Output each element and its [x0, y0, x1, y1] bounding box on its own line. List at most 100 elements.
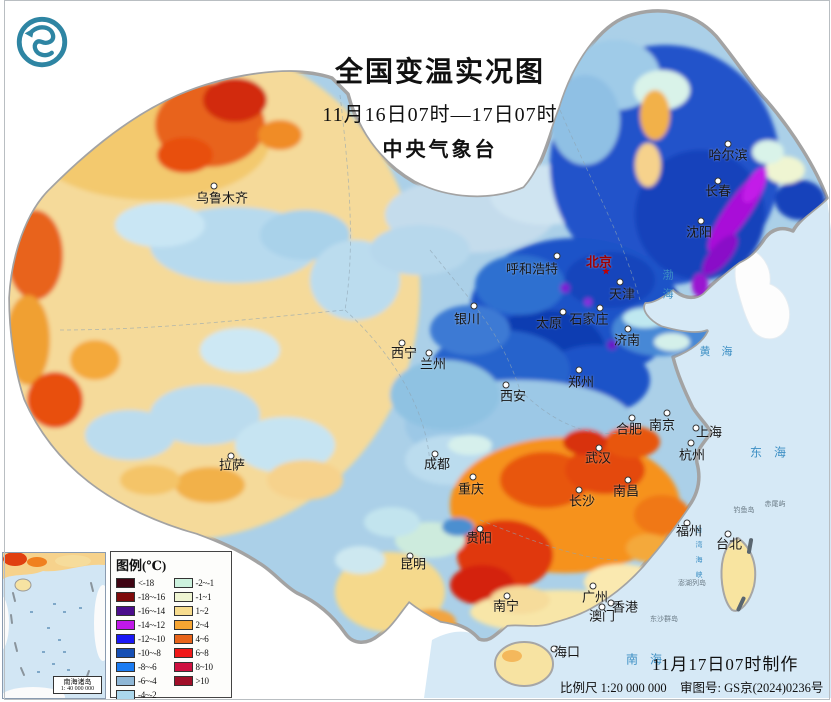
city-marker [575, 486, 583, 494]
legend-label: 2~4 [195, 619, 209, 630]
hainan-island [494, 641, 554, 687]
city-label: 成都 [423, 456, 451, 472]
legend-label: -14~-12 [138, 619, 165, 630]
city-label: 沈阳 [685, 224, 713, 240]
city-marker [502, 381, 510, 389]
city-label: 武汉 [584, 450, 612, 466]
inset-scale: 1: 40 000 000 [60, 686, 95, 693]
city-marker [431, 450, 439, 458]
sea-label: 台湾海峡 [695, 526, 703, 586]
time-range: 11月16日07时—17日07时 [322, 104, 558, 126]
capital-star-marker: ★ [601, 266, 611, 278]
city-marker [683, 519, 691, 527]
legend-swatch [116, 647, 135, 658]
legend: 图例(℃) <-18 -18~-16 -16~-14 -14~-12 -12~-10 -1… [110, 551, 232, 701]
legend-label: <-18 [138, 577, 154, 588]
legend-row: -8~-6 [116, 660, 170, 673]
taiwan-island [720, 536, 757, 612]
legend-swatch [116, 605, 135, 616]
city-marker [692, 424, 700, 432]
city-marker [595, 444, 603, 452]
legend-swatch [116, 591, 135, 602]
city-marker [210, 182, 218, 190]
legend-label: 1~2 [195, 605, 209, 616]
cma-logo-icon [16, 16, 68, 68]
legend-row: -2~-1 [173, 576, 228, 589]
city-marker [470, 302, 478, 310]
city-label: 昆明 [399, 556, 427, 572]
city-marker [589, 582, 597, 590]
legend-swatch [173, 577, 193, 588]
city-marker [697, 217, 705, 225]
city-label: 长春 [704, 183, 732, 199]
legend-row: -18~-16 [116, 590, 170, 603]
legend-label: -18~-16 [138, 591, 165, 602]
inset-title: 南海诸岛 [63, 678, 92, 686]
legend-label: -4~-2 [138, 689, 157, 700]
city-label: 合肥 [615, 421, 643, 437]
city-marker [687, 439, 695, 447]
city-label: 北京 [585, 254, 613, 270]
inset-caption-box: 南海诸岛 1: 40 000 000 [53, 676, 102, 694]
legend-row: <-18 [116, 576, 170, 589]
legend-label: -12~-10 [138, 633, 165, 644]
city-label: 澳门 [588, 608, 616, 624]
city-label: 西安 [499, 388, 527, 404]
city-marker [503, 592, 511, 600]
legend-row: 8~10 [173, 660, 228, 673]
agency-name: 中央气象台 [382, 139, 498, 161]
legend-row: -6~-4 [116, 674, 170, 687]
legend-row: 6~8 [173, 646, 228, 659]
sea-label: 东 海 [749, 445, 787, 460]
island-label: 赤尾屿 [764, 500, 786, 508]
city-label: 南宁 [492, 598, 520, 614]
city-marker [425, 349, 433, 357]
legend-row: -16~-14 [116, 604, 170, 617]
legend-row: 2~4 [173, 618, 228, 631]
legend-swatch [173, 605, 193, 616]
city-label: 广州 [581, 589, 609, 605]
legend-swatch [116, 619, 135, 630]
city-label: 郑州 [567, 374, 595, 390]
legend-label: -6~-4 [138, 675, 157, 686]
city-label: 上海 [695, 424, 723, 440]
cma-logo [16, 16, 68, 68]
page-title: 全国变温实况图 [334, 56, 545, 87]
city-marker [607, 599, 615, 607]
island-label: 澎湖列岛 [678, 579, 706, 587]
city-label: 南京 [648, 417, 676, 433]
map-scale-label: 比例尺 1:20 000 000 [560, 681, 667, 695]
city-marker [663, 409, 671, 417]
title-block: 全国变温实况图 11月16日07时—17日07时 中央气象台 [290, 50, 590, 162]
legend-swatch [116, 675, 135, 686]
legend-label: 4~6 [195, 633, 209, 644]
legend-row: -10~-8 [116, 646, 170, 659]
legend-swatch [116, 661, 135, 672]
boundary-dashes [736, 538, 754, 612]
city-marker [553, 252, 561, 260]
legend-label: -1~1 [195, 591, 212, 602]
legend-label: -8~-6 [138, 661, 157, 672]
legend-label: -10~-8 [138, 647, 161, 658]
city-marker [575, 366, 583, 374]
inset-island-dots [30, 603, 82, 673]
city-label: 兰州 [419, 356, 447, 372]
sea-label: 南 海 [625, 652, 663, 667]
island-label: 钓鱼岛 [733, 506, 755, 514]
city-marker [398, 339, 406, 347]
legend-swatch [116, 689, 135, 700]
city-marker [624, 325, 632, 333]
city-marker [628, 414, 636, 422]
sea-label: 渤海 [661, 269, 673, 307]
legend-swatch [116, 577, 135, 588]
korea-landmass [734, 246, 791, 340]
legend-label: 8~10 [195, 661, 213, 672]
city-marker [616, 278, 624, 286]
legend-swatch [173, 633, 193, 644]
city-label: 济南 [613, 332, 641, 348]
city-label: 杭州 [678, 447, 706, 463]
legend-column-right: -2~-1 -1~1 1~2 2~4 4~6 6~8 8~10 >10 [173, 576, 228, 701]
city-label: 台北 [715, 536, 743, 552]
